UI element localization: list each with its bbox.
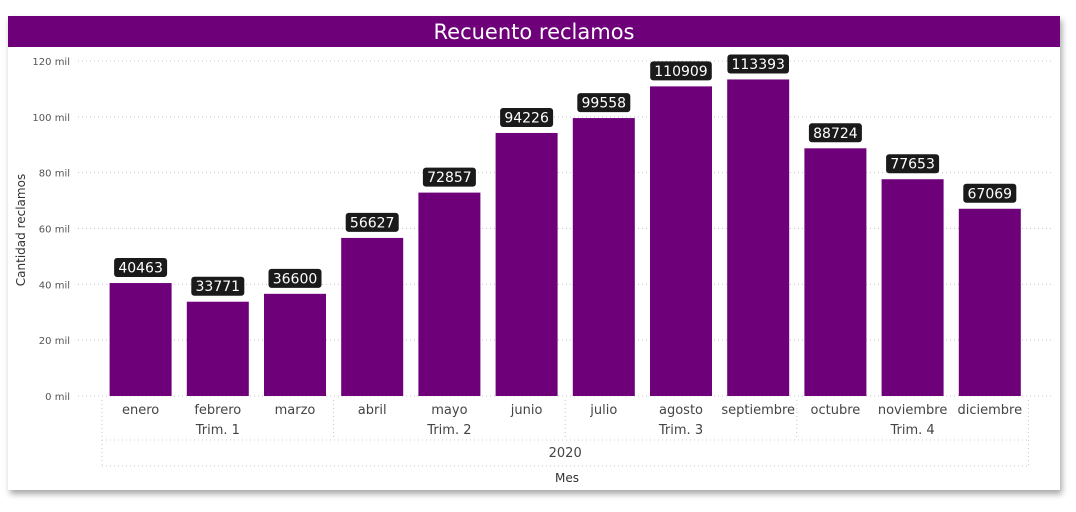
y-axis-title: Cantidad reclamos bbox=[14, 174, 28, 286]
data-label-bg bbox=[268, 268, 322, 288]
y-tick-label: 80 mil bbox=[39, 169, 70, 180]
data-label-bg bbox=[422, 167, 476, 187]
x-tick-label: mayo bbox=[431, 403, 467, 418]
data-label: 94226 bbox=[504, 110, 549, 126]
bar-septiembre[interactable] bbox=[727, 79, 790, 396]
x-tick-label: febrero bbox=[194, 403, 241, 418]
bar-enero[interactable] bbox=[109, 283, 172, 396]
data-label-bg bbox=[727, 54, 789, 74]
bar-marzo[interactable] bbox=[264, 293, 326, 396]
x-tick-label: julio bbox=[589, 403, 617, 418]
data-label: 72857 bbox=[427, 170, 472, 186]
y-tick-label: 20 mil bbox=[39, 336, 70, 347]
x-tick-label: octubre bbox=[811, 403, 861, 418]
data-label: 88724 bbox=[813, 126, 858, 142]
gridlines bbox=[78, 60, 1054, 397]
x-tick-label: septiembre bbox=[721, 403, 795, 418]
bar-febrero[interactable] bbox=[186, 301, 249, 396]
data-label-bg bbox=[345, 212, 399, 232]
data-label: 99558 bbox=[582, 96, 627, 112]
data-label-bg bbox=[500, 107, 554, 127]
data-label-bg bbox=[808, 123, 862, 143]
y-tick-label: 120 mil bbox=[32, 57, 70, 68]
data-label-bg bbox=[650, 61, 712, 81]
quarter-label: Trim. 3 bbox=[658, 423, 703, 438]
bar-julio[interactable] bbox=[572, 118, 635, 396]
axes: 0 mil 20 mil 40 mil 60 mil 80 mil 100 mil 120 … bbox=[32, 57, 1029, 467]
data-label-bg bbox=[577, 93, 631, 113]
quarter-label: Trim. 1 bbox=[195, 423, 240, 438]
bar-abril[interactable] bbox=[341, 237, 404, 396]
x-tick-label: agosto bbox=[659, 403, 703, 418]
data-label-bg bbox=[963, 183, 1017, 203]
bar-chart: 40463 33771 36600 56627 72857 94226 99558 11090… bbox=[14, 54, 1054, 485]
x-tick-label: marzo bbox=[275, 403, 316, 418]
y-tick-label: 40 mil bbox=[39, 280, 70, 291]
x-tick-label: noviembre bbox=[878, 403, 947, 418]
x-tick-label: enero bbox=[122, 403, 159, 418]
quarter-label: Trim. 2 bbox=[426, 423, 471, 438]
chart-title: Recuento reclamos bbox=[8, 16, 1060, 47]
data-label: 67069 bbox=[968, 186, 1013, 202]
year-label: 2020 bbox=[549, 446, 582, 461]
bar-noviembre[interactable] bbox=[881, 179, 944, 396]
data-label: 36600 bbox=[273, 271, 318, 287]
bar-agosto[interactable] bbox=[650, 86, 712, 397]
data-label: 33771 bbox=[196, 279, 241, 295]
x-tick-label: abril bbox=[358, 403, 387, 418]
data-label: 40463 bbox=[118, 261, 163, 277]
data-label: 110909 bbox=[654, 64, 707, 80]
x-axis-title: Mes bbox=[555, 471, 579, 485]
bar-mayo[interactable] bbox=[418, 192, 481, 396]
data-label-bg bbox=[886, 154, 940, 174]
chart-card: Recuento reclamos 40463 33771 36600 56627 72… bbox=[8, 16, 1060, 490]
x-tick-label: junio bbox=[510, 403, 543, 418]
data-labels: 40463 33771 36600 56627 72857 94226 99558 11090… bbox=[114, 54, 1017, 296]
y-tick-label: 0 mil bbox=[45, 392, 70, 403]
quarter-label: Trim. 4 bbox=[890, 423, 935, 438]
data-label: 113393 bbox=[731, 57, 784, 73]
data-label: 77653 bbox=[890, 157, 935, 173]
x-tick-label: diciembre bbox=[958, 403, 1023, 418]
data-label: 56627 bbox=[350, 215, 395, 231]
bar-diciembre[interactable] bbox=[958, 208, 1021, 396]
data-label-bg bbox=[114, 258, 168, 278]
y-tick-label: 60 mil bbox=[39, 225, 70, 236]
y-tick-label: 100 mil bbox=[32, 113, 70, 124]
data-label-bg bbox=[191, 276, 245, 296]
bar-octubre[interactable] bbox=[804, 148, 867, 396]
bar-junio[interactable] bbox=[495, 132, 558, 396]
bars bbox=[109, 79, 1021, 397]
